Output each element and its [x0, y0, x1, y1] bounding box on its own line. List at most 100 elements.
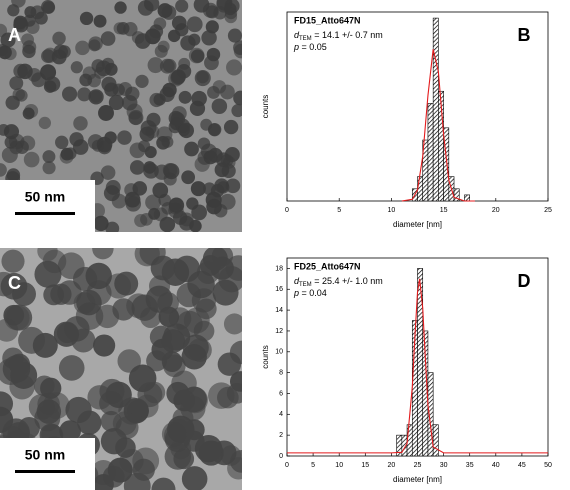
x-tick-label: 25: [544, 207, 552, 214]
particle: [207, 147, 223, 163]
particle: [4, 305, 30, 331]
particle: [8, 133, 25, 150]
y-axis-label: counts: [261, 345, 270, 369]
sample-name: FD15_Atto647N: [294, 15, 361, 25]
particle: [101, 57, 115, 71]
particle: [175, 0, 189, 13]
particle: [52, 31, 66, 46]
particle: [98, 105, 114, 121]
particle: [145, 194, 161, 211]
particle: [33, 375, 55, 397]
particle: [134, 248, 160, 267]
particle: [154, 164, 170, 180]
particle: [189, 100, 206, 116]
particle: [38, 116, 52, 130]
y-tick-label: 2: [279, 432, 283, 439]
particle: [131, 294, 158, 321]
diameter-annotation: dTEM = 14.1 +/- 0.7 nm: [294, 30, 383, 41]
symbol: d: [294, 30, 300, 40]
particle: [72, 139, 89, 155]
particle: [95, 304, 120, 329]
particle: [190, 181, 206, 197]
p-annotation: p = 0.04: [293, 288, 327, 298]
particle: [23, 151, 40, 168]
particle: [217, 352, 242, 376]
particle: [205, 5, 219, 19]
x-tick-label: 10: [335, 462, 343, 469]
particle: [191, 288, 217, 313]
particle: [123, 22, 138, 37]
particle: [134, 33, 151, 49]
particle: [105, 273, 131, 299]
x-tick-label: 0: [285, 207, 289, 214]
y-tick-label: 0: [279, 453, 283, 460]
x-tick-label: 25: [414, 462, 422, 469]
particle: [168, 110, 184, 126]
particle: [181, 170, 196, 185]
particle: [31, 72, 47, 88]
y-tick-label: 12: [275, 328, 283, 335]
particle: [123, 472, 151, 490]
particle: [223, 119, 239, 135]
scale-bar-label: 50 nm: [25, 189, 65, 205]
particle: [92, 248, 114, 260]
particle: [75, 40, 90, 56]
particle: [223, 313, 242, 335]
particle: [30, 5, 45, 20]
y-tick-label: 8: [279, 369, 283, 376]
particle: [194, 434, 223, 463]
particle: [93, 473, 114, 490]
panel-label: D: [518, 271, 531, 291]
y-tick-label: 18: [275, 265, 283, 272]
particle: [53, 321, 80, 347]
particle: [135, 74, 149, 88]
particle: [7, 4, 20, 17]
particle: [101, 76, 117, 92]
particle: [167, 29, 181, 43]
particle: [103, 185, 120, 202]
particle: [57, 252, 85, 280]
symbol: p: [293, 42, 299, 52]
x-tick-label: 10: [388, 207, 396, 214]
particle: [114, 1, 127, 14]
particle: [164, 443, 192, 470]
particle: [88, 89, 104, 105]
particle: [55, 135, 69, 150]
scale-bar-box: [0, 180, 95, 232]
particle: [59, 420, 81, 442]
particle: [42, 161, 56, 175]
particle: [184, 141, 199, 157]
x-tick-label: 5: [311, 462, 315, 469]
particle: [224, 147, 240, 163]
particle: [182, 334, 209, 361]
particle: [149, 275, 171, 297]
y-tick-label: 6: [279, 390, 283, 397]
particle: [188, 47, 205, 64]
particle: [0, 163, 7, 177]
particle: [13, 15, 28, 30]
particle: [204, 55, 219, 71]
p-annotation: p = 0.05: [293, 42, 327, 52]
particle: [178, 122, 195, 139]
particle: [44, 76, 61, 92]
y-axis-label: counts: [261, 95, 270, 119]
tem-image: [0, 0, 242, 232]
p-text: = 0.05: [299, 42, 327, 52]
particle: [145, 124, 160, 139]
particle: [25, 20, 40, 34]
panel-label: B: [518, 25, 531, 45]
bar: [417, 176, 424, 202]
bar: [432, 17, 439, 202]
particle: [93, 215, 109, 232]
particle: [50, 283, 72, 305]
x-tick-label: 20: [492, 207, 500, 214]
particle: [162, 58, 177, 73]
diameter-text: = 14.1 +/- 0.7 nm: [312, 30, 383, 40]
particle: [113, 22, 126, 35]
particle: [9, 76, 24, 91]
scale-bar-box: [0, 438, 95, 490]
particle: [82, 66, 97, 80]
particle: [51, 49, 67, 65]
